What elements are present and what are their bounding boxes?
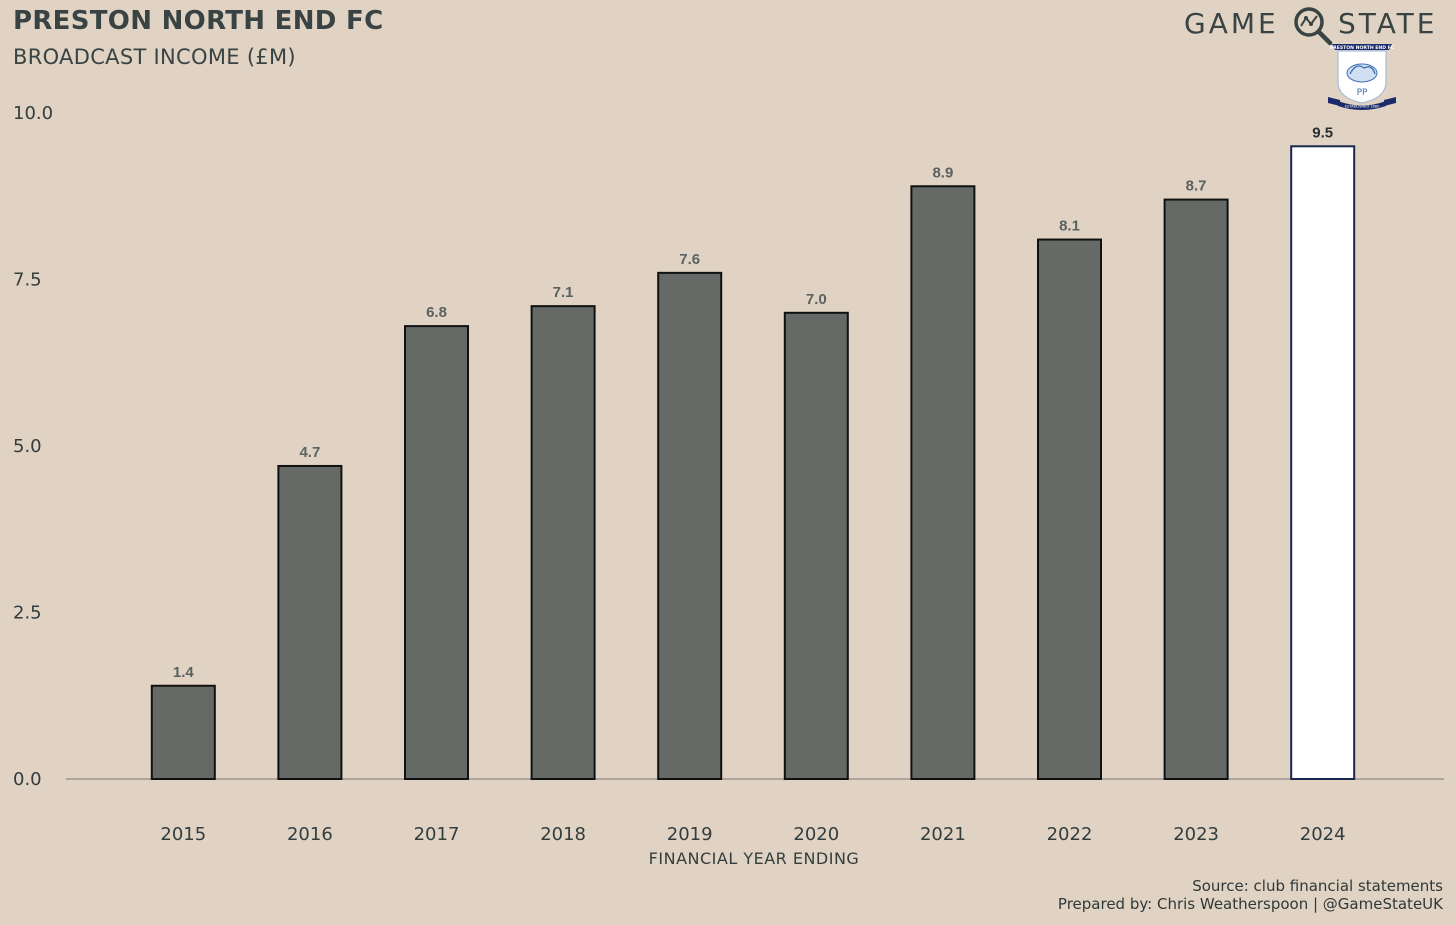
x-tick-label-2015: 2015 xyxy=(160,824,206,845)
x-tick-label-2019: 2019 xyxy=(667,824,713,845)
bar-2022 xyxy=(1037,238,1102,781)
y-tick-label: 5.0 xyxy=(13,436,42,457)
bar-2016 xyxy=(277,464,343,780)
value-label-2020: 7.0 xyxy=(806,291,827,308)
crest-top-text: PRESTON NORTH END FC xyxy=(1330,45,1395,51)
value-label-2023: 8.7 xyxy=(1186,178,1207,195)
value-label-2022: 8.1 xyxy=(1059,218,1080,235)
value-label-2016: 4.7 xyxy=(299,444,320,461)
y-tick-label: 2.5 xyxy=(13,603,42,624)
bar-2021 xyxy=(910,185,976,780)
crest-bottom-text: ESTABLISHED 1880 xyxy=(1345,105,1380,109)
x-tick-label-2017: 2017 xyxy=(414,824,460,845)
author-credit: Prepared by: Chris Weatherspoon | @GameS… xyxy=(1057,895,1443,913)
bar-2015 xyxy=(150,684,216,781)
x-tick-label-2023: 2023 xyxy=(1173,824,1219,845)
chart-subtitle: BROADCAST INCOME (£M) xyxy=(13,45,296,69)
value-label-2015: 1.4 xyxy=(173,664,195,681)
y-tick-label: 0.0 xyxy=(13,769,42,790)
value-label-2024: 9.5 xyxy=(1312,124,1333,141)
brand-logo: GAME STATE xyxy=(1184,5,1444,46)
x-tick-label-2021: 2021 xyxy=(920,824,966,845)
x-tick-label-2024: 2024 xyxy=(1300,824,1346,845)
value-label-2017: 6.8 xyxy=(426,304,447,321)
value-labels: 1.4 4.7 6.8 7.1 7.6 7.0 8.9 8.1 8.7 9.5 xyxy=(173,124,1333,680)
bar-2024 xyxy=(1290,145,1356,781)
y-tick-label: 7.5 xyxy=(13,270,42,291)
bar-2023 xyxy=(1163,198,1229,780)
magnifier-icon xyxy=(1294,7,1333,46)
brand-word-game: GAME xyxy=(1184,7,1279,40)
source-note: Source: club financial statements xyxy=(1192,877,1443,895)
footer-credits: Source: club financial statements Prepar… xyxy=(1058,877,1443,913)
x-tick-label-2016: 2016 xyxy=(287,824,333,845)
x-tick-label-2018: 2018 xyxy=(540,824,586,845)
bar-2019 xyxy=(657,271,723,780)
value-label-2021: 8.9 xyxy=(932,164,953,181)
bar-2020 xyxy=(783,311,849,780)
value-label-2018: 7.1 xyxy=(553,284,574,301)
chart-title: PRESTON NORTH END FC xyxy=(13,6,384,36)
value-label-2019: 7.6 xyxy=(679,251,700,268)
x-tick-label-2022: 2022 xyxy=(1047,824,1093,845)
y-tick-label: 10.0 xyxy=(13,103,53,124)
x-axis-ticks: 2015 2016 2017 2018 2019 2020 2021 2022 2023 2024 xyxy=(160,824,1345,845)
crest-initials: PP xyxy=(1357,88,1368,98)
bar-2018 xyxy=(530,305,596,780)
y-axis-ticks: 0.0 2.5 5.0 7.5 10.0 xyxy=(13,103,53,790)
bars xyxy=(150,145,1356,781)
brand-word-state: STATE xyxy=(1338,7,1438,40)
x-tick-label-2020: 2020 xyxy=(793,824,839,845)
bar-2017 xyxy=(404,325,469,780)
club-crest-icon: PRESTON NORTH END FC PP ESTABLISHED 1880 xyxy=(1328,44,1396,110)
x-axis-title: FINANCIAL YEAR ENDING xyxy=(649,849,860,868)
